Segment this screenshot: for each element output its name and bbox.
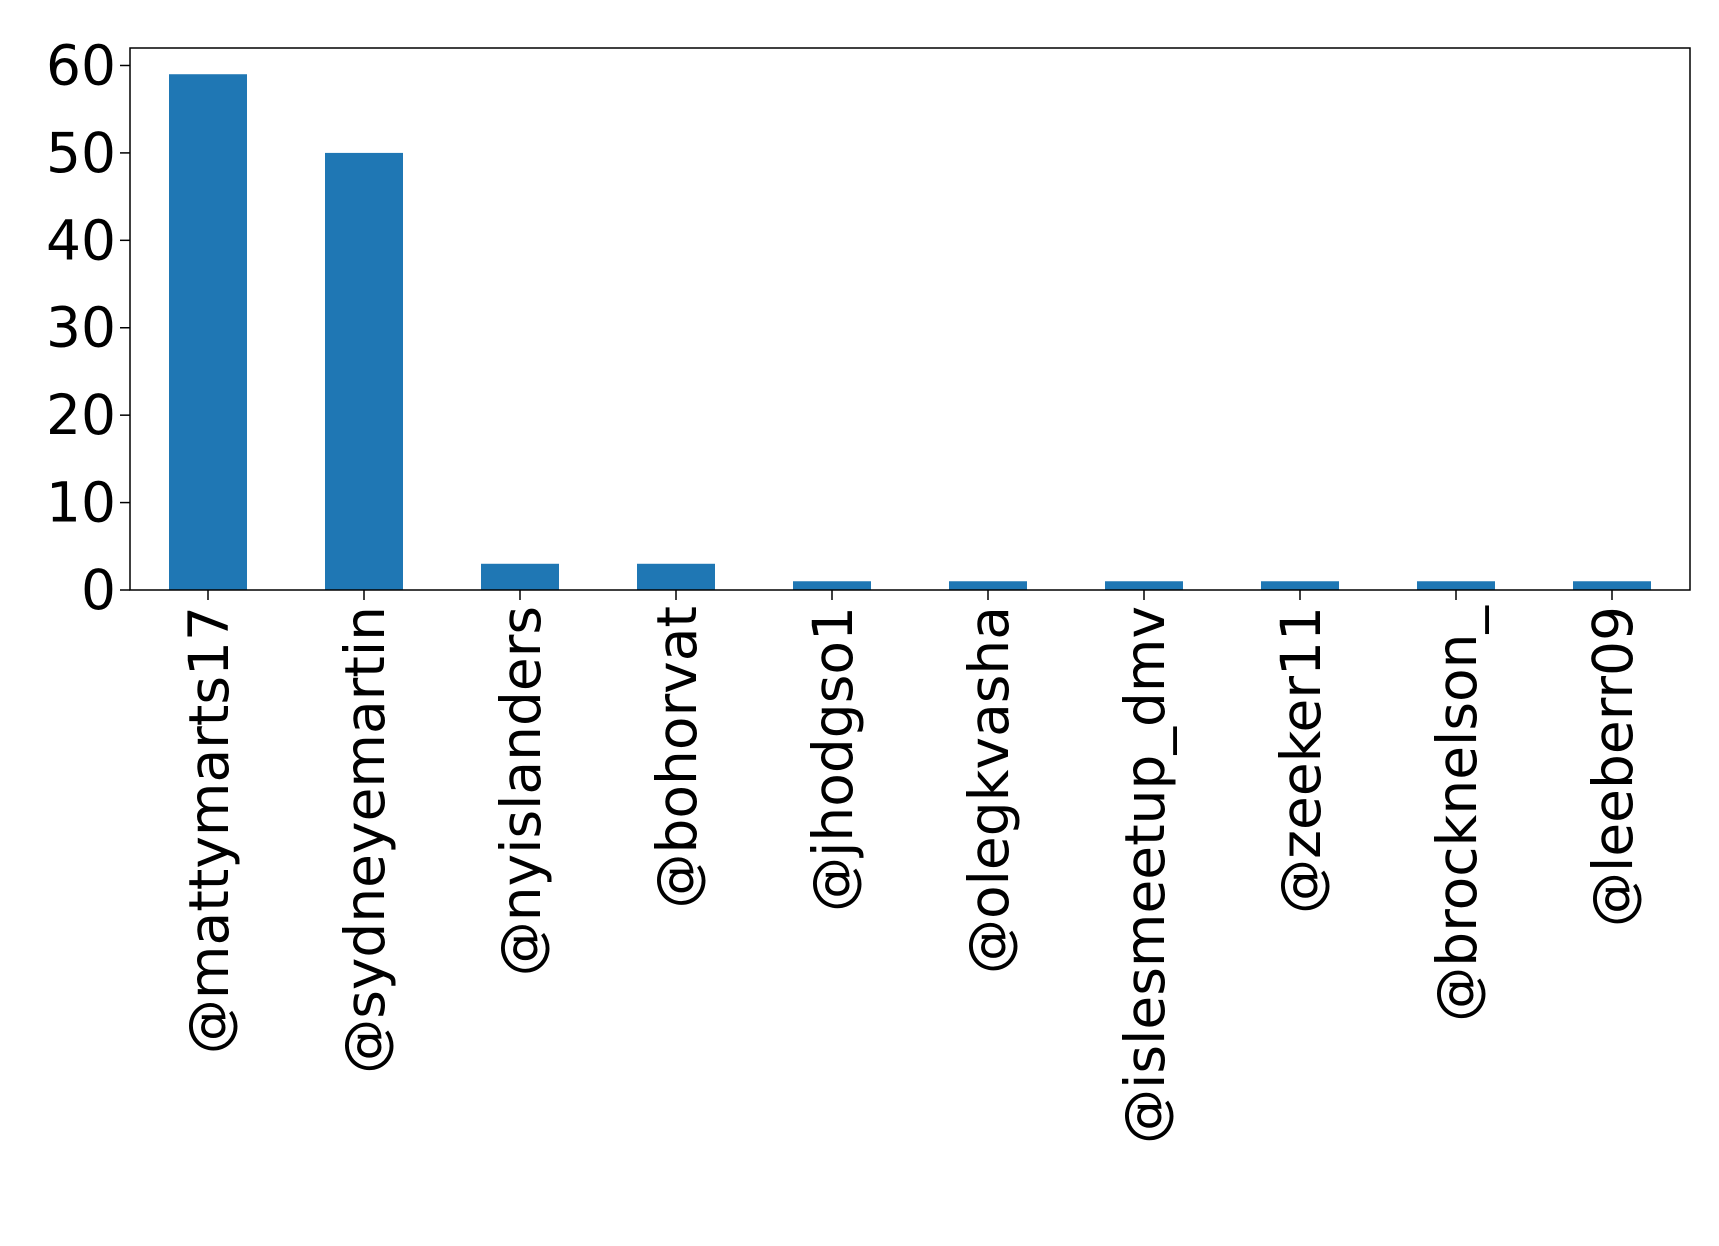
bar-sydneyemartin xyxy=(325,152,403,590)
x-tick-label: @leeberr09 xyxy=(1581,606,1645,927)
plot-frame xyxy=(129,47,1691,591)
x-tick-label: @brocknelson_ xyxy=(1425,605,1489,1022)
bar-islesmeetup_dmv xyxy=(1105,581,1183,590)
x-tick-label: @zeeker11 xyxy=(1269,606,1333,914)
x-tick-label: @bohorvat xyxy=(645,606,709,909)
x-tick-label: @olegkvasha xyxy=(957,606,1021,974)
bar-olegkvasha xyxy=(949,581,1027,590)
y-tick-label: 50 xyxy=(46,121,116,185)
y-axis: 0 10 20 30 40 50 60 xyxy=(46,33,130,622)
x-tick-label: @jhodgso1 xyxy=(801,606,865,912)
y-tick-label: 30 xyxy=(46,296,116,360)
x-axis: @mattymarts17 @sydneyemartin @nyislanders @… xyxy=(177,590,1645,1144)
x-tick-label: @mattymarts17 xyxy=(177,606,241,1054)
bar-nyislanders xyxy=(481,563,559,590)
bar-leeberr09 xyxy=(1573,581,1651,590)
bar-zeeker11 xyxy=(1261,581,1339,590)
bar-mattymarts17 xyxy=(169,74,247,590)
y-tick-label: 0 xyxy=(81,558,116,622)
y-tick-label: 10 xyxy=(46,471,116,535)
x-tick-label: @nyislanders xyxy=(489,606,553,976)
y-tick-label: 40 xyxy=(46,208,116,272)
bar-brocknelson_ xyxy=(1417,581,1495,590)
bar-bohorvat xyxy=(637,563,715,590)
y-tick-label: 20 xyxy=(46,383,116,447)
bar-jhodgso1 xyxy=(793,581,871,590)
x-tick-label: @islesmeetup_dmv xyxy=(1113,606,1177,1144)
bars-group xyxy=(169,74,1651,590)
x-tick-label: @sydneyemartin xyxy=(333,606,397,1074)
y-tick-label: 60 xyxy=(46,33,116,97)
